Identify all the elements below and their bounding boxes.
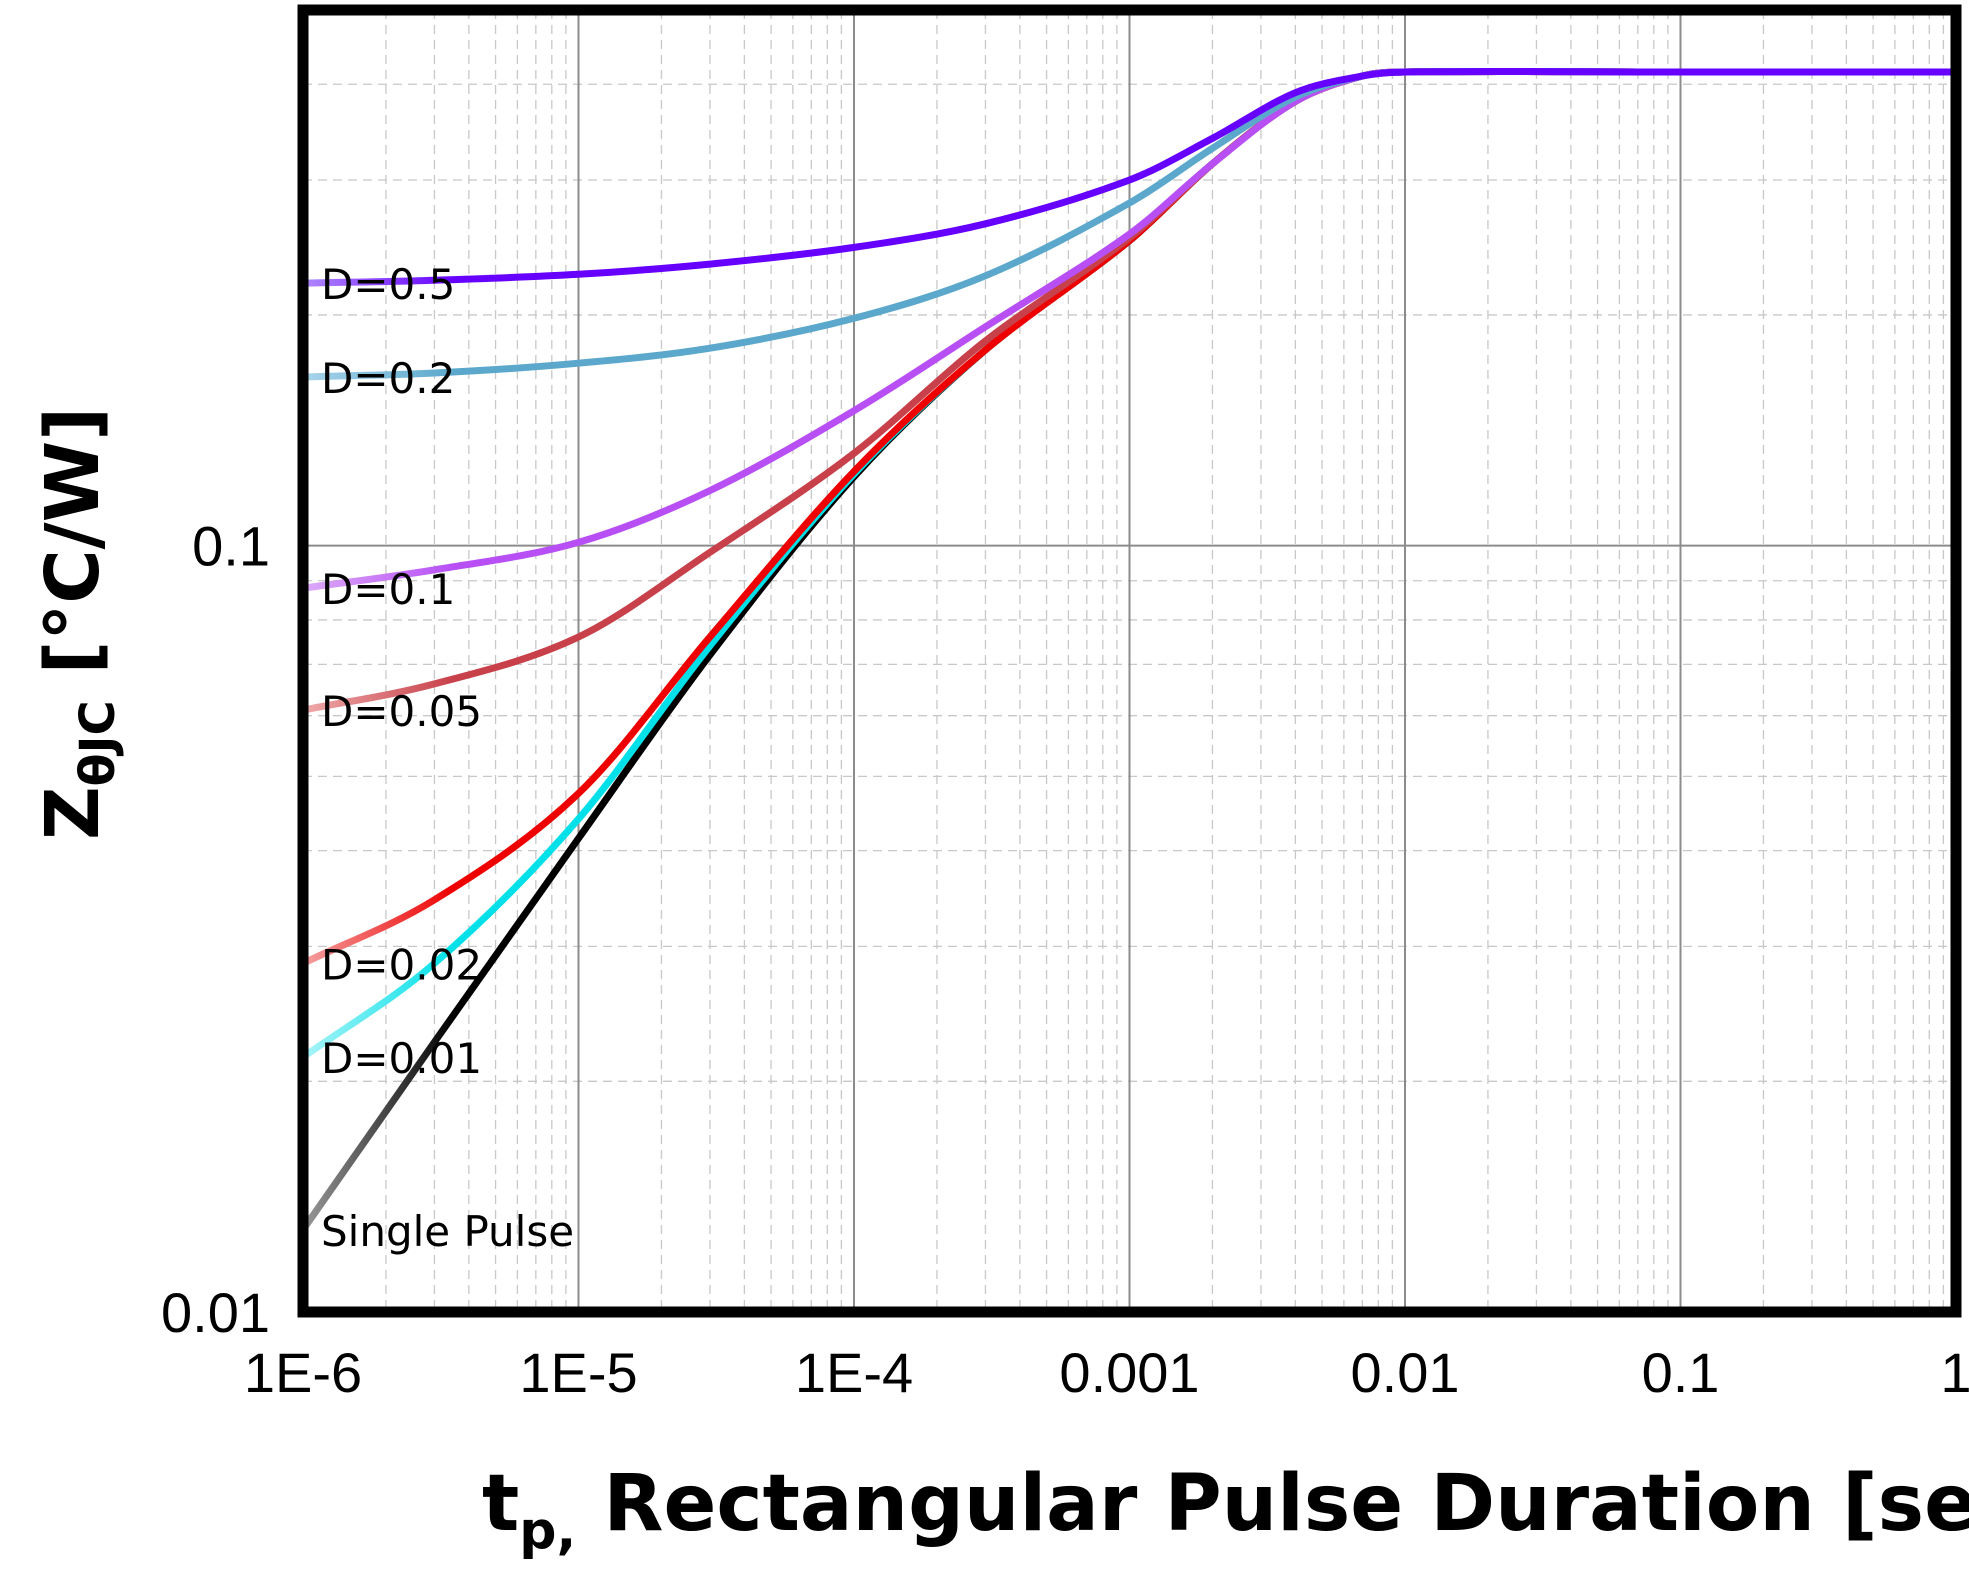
plot-frame [297, 4, 1962, 1318]
y-tick-label: 0.01 [161, 1281, 270, 1344]
x-tick-label: 1E-4 [795, 1341, 913, 1404]
x-tick-label: 0.01 [1351, 1341, 1460, 1404]
x-tick-label: 0.001 [1059, 1341, 1199, 1404]
series-label: D=0.1 [321, 565, 455, 614]
x-tick-label: 0.1 [1642, 1341, 1720, 1404]
series-label: D=0.01 [321, 1034, 482, 1083]
series-label: D=0.2 [321, 354, 455, 403]
x-tick-label: 1E-5 [519, 1341, 637, 1404]
y-tick-label: 0.1 [192, 515, 270, 578]
y-axis-title: ZθJC [°C/W] [30, 407, 126, 840]
series-labels: D=0.5 D=0.2 D=0.1 D=0.05 D=0.02 D=0.01 Single … [321, 260, 574, 1256]
series-layer [300, 67, 1956, 1232]
series-label: D=0.5 [321, 260, 455, 309]
y-tick-labels: 0.01 0.1 [161, 515, 270, 1344]
x-tick-label: 1 [1940, 1341, 1969, 1404]
x-axis-title: tp, Rectangular Pulse Duration [sec] [482, 1459, 1969, 1561]
series-label: D=0.02 [321, 940, 482, 989]
series-label: Single Pulse [321, 1207, 574, 1256]
x-tick-labels: 1E-6 1E-5 1E-4 0.001 0.01 0.1 1 [244, 1341, 1969, 1404]
x-tick-label: 1E-6 [244, 1341, 362, 1404]
series-label: D=0.05 [321, 687, 482, 736]
series-line-d-0-5 [302, 67, 1956, 287]
